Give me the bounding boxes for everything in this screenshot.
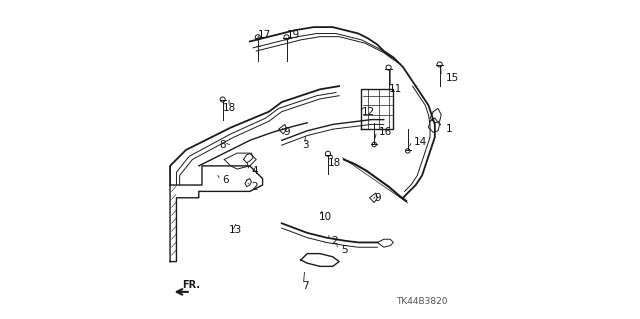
- Text: TK44B3820: TK44B3820: [396, 297, 448, 306]
- Text: 5: 5: [340, 245, 348, 256]
- Text: 8: 8: [220, 140, 226, 150]
- Text: 15: 15: [446, 73, 460, 83]
- Text: 11: 11: [388, 84, 402, 94]
- Text: 18: 18: [328, 158, 341, 168]
- Text: 19: 19: [287, 30, 300, 40]
- Text: 2: 2: [252, 182, 258, 192]
- Text: 17: 17: [258, 30, 271, 40]
- Text: 9: 9: [374, 193, 381, 203]
- Text: 14: 14: [414, 137, 428, 147]
- Text: FR.: FR.: [182, 280, 200, 290]
- Text: 13: 13: [229, 225, 243, 235]
- Text: 2: 2: [331, 236, 338, 246]
- Text: 7: 7: [303, 280, 309, 291]
- Text: 9: 9: [284, 127, 290, 137]
- Text: 16: 16: [379, 127, 392, 137]
- Text: 4: 4: [252, 166, 258, 176]
- Text: 10: 10: [319, 212, 332, 222]
- Text: 18: 18: [223, 103, 236, 114]
- Text: 1: 1: [446, 124, 452, 134]
- Text: 6: 6: [223, 175, 229, 185]
- Text: 3: 3: [303, 140, 309, 150]
- Text: 12: 12: [362, 107, 375, 117]
